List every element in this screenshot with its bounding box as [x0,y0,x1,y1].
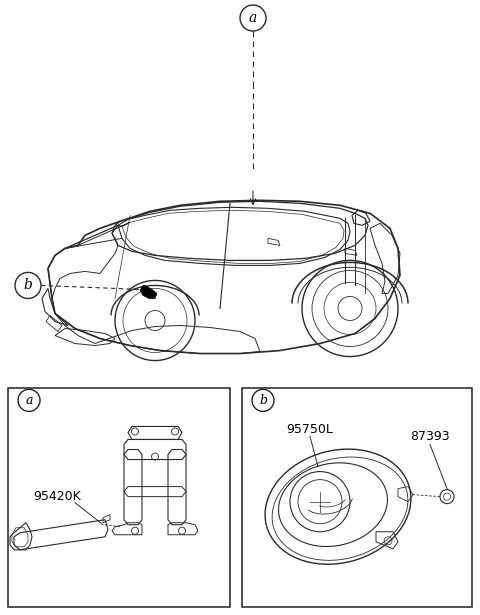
Circle shape [18,389,40,411]
Text: a: a [249,11,257,25]
Circle shape [252,389,274,411]
Polygon shape [140,285,157,298]
Text: b: b [24,279,33,293]
Text: 95420K: 95420K [33,490,81,503]
Circle shape [15,272,41,298]
Text: b: b [259,394,267,407]
Circle shape [240,5,266,31]
Text: 87393: 87393 [410,430,450,443]
Text: 95750L: 95750L [287,423,334,436]
Text: a: a [25,394,33,407]
